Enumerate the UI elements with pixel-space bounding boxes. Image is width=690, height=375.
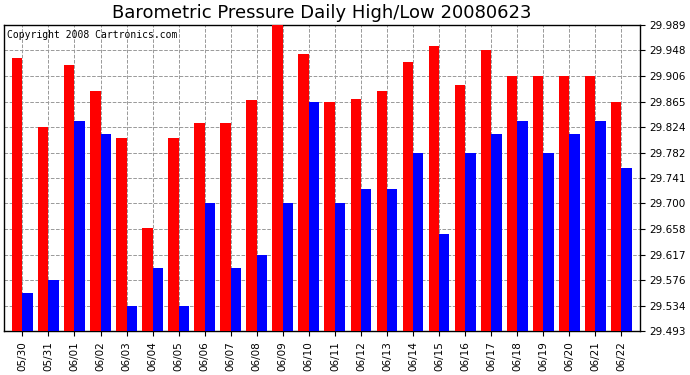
Bar [257, 255, 267, 331]
Bar [428, 46, 439, 331]
Bar [455, 85, 465, 331]
Bar [377, 91, 387, 331]
Bar [152, 268, 163, 331]
Text: Copyright 2008 Cartronics.com: Copyright 2008 Cartronics.com [8, 30, 178, 40]
Bar [569, 134, 580, 331]
Bar [559, 76, 569, 331]
Bar [491, 134, 502, 331]
Bar [413, 153, 424, 331]
Bar [75, 122, 85, 331]
Bar [622, 168, 632, 331]
Bar [12, 58, 22, 331]
Bar [543, 153, 553, 331]
Title: Barometric Pressure Daily High/Low 20080623: Barometric Pressure Daily High/Low 20080… [112, 4, 531, 22]
Bar [273, 25, 283, 331]
Bar [439, 234, 449, 331]
Bar [299, 54, 309, 331]
Bar [126, 306, 137, 331]
Bar [465, 153, 475, 331]
Bar [506, 76, 518, 331]
Bar [246, 100, 257, 331]
Bar [324, 102, 335, 331]
Bar [230, 268, 241, 331]
Bar [90, 91, 101, 331]
Bar [38, 127, 48, 331]
Bar [361, 189, 371, 331]
Bar [595, 121, 606, 331]
Bar [48, 280, 59, 331]
Bar [585, 76, 595, 331]
Bar [205, 204, 215, 331]
Bar [611, 102, 622, 331]
Bar [518, 121, 528, 331]
Bar [403, 62, 413, 331]
Bar [195, 123, 205, 331]
Bar [220, 123, 230, 331]
Bar [116, 138, 126, 331]
Bar [309, 102, 319, 331]
Bar [533, 76, 543, 331]
Bar [168, 138, 179, 331]
Bar [351, 99, 361, 331]
Bar [179, 306, 189, 331]
Bar [387, 189, 397, 331]
Bar [101, 134, 111, 331]
Bar [335, 204, 345, 331]
Bar [142, 228, 152, 331]
Bar [64, 65, 75, 331]
Bar [481, 50, 491, 331]
Bar [22, 293, 33, 331]
Bar [283, 204, 293, 331]
